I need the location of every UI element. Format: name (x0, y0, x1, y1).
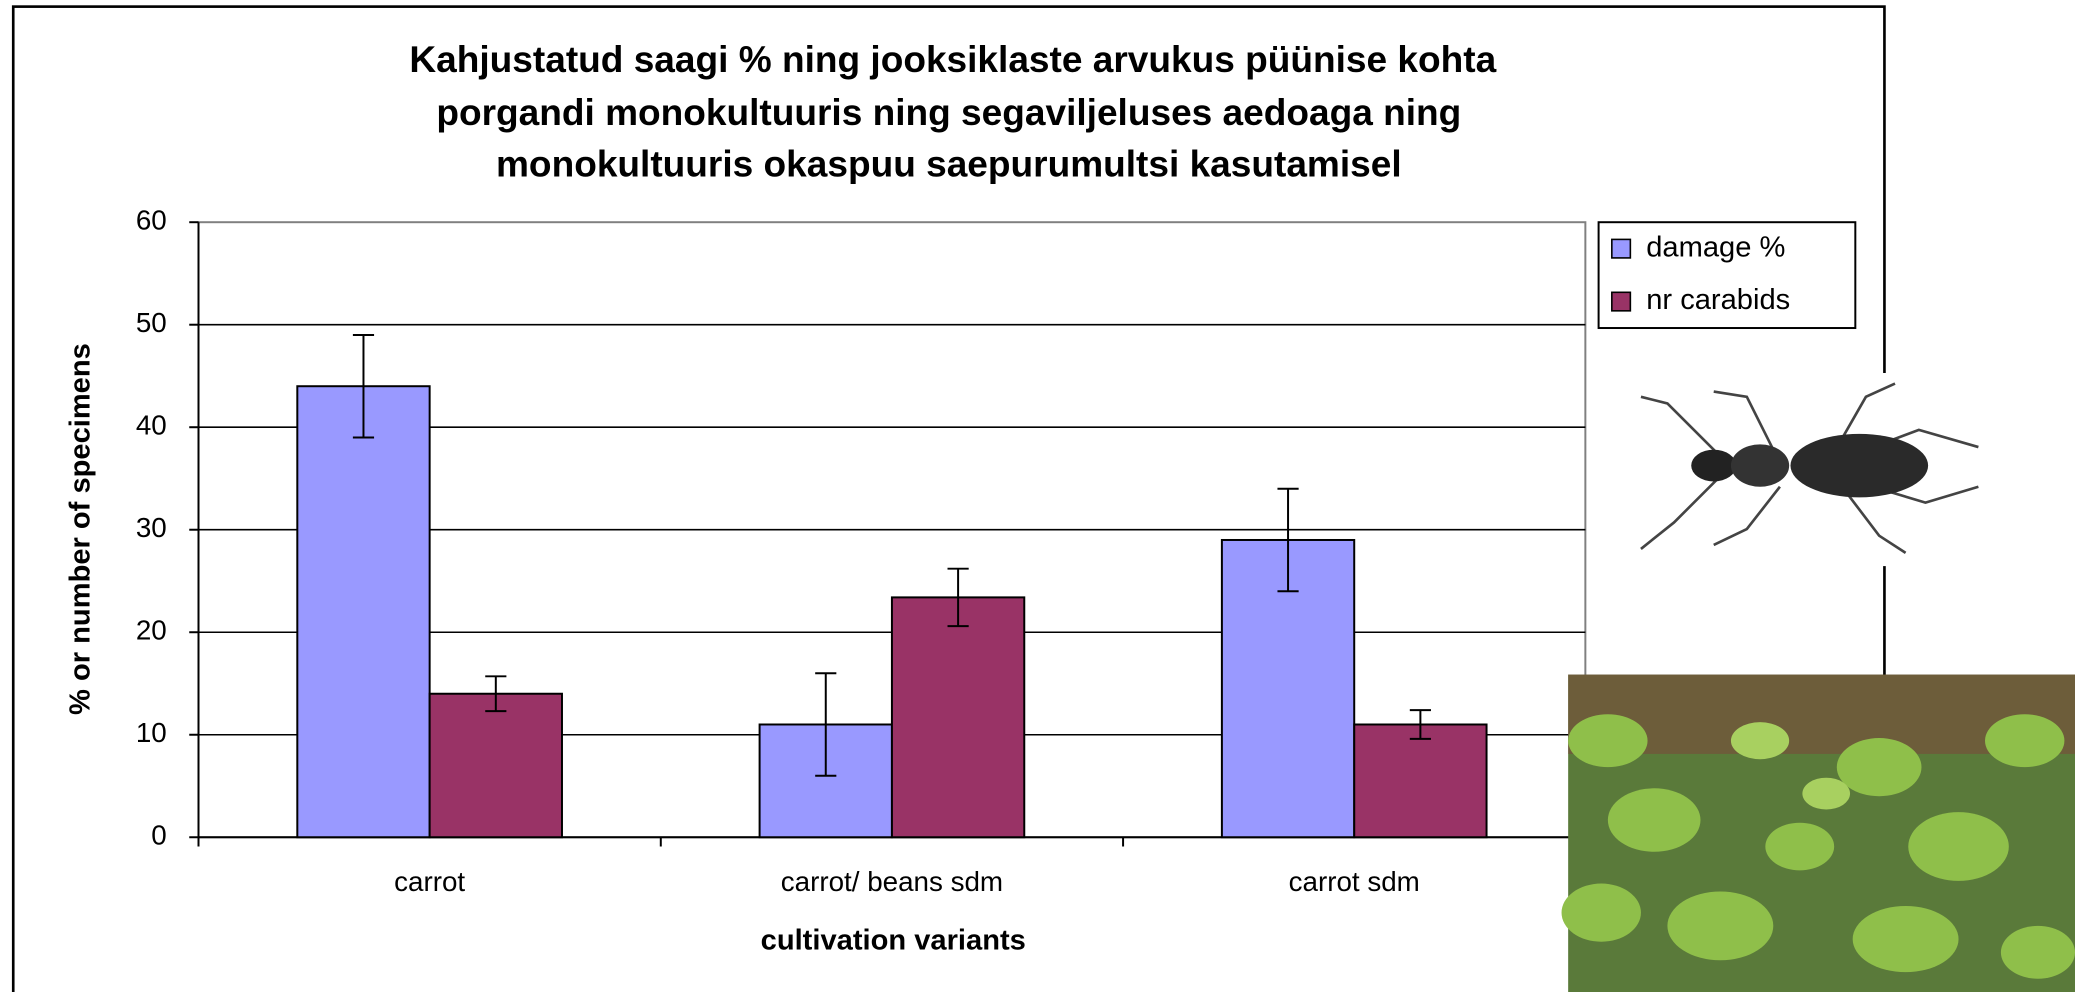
legend-swatch (1612, 292, 1631, 311)
bar (430, 694, 562, 838)
beetle-image (1604, 373, 1988, 566)
y-axis-label: % or number of specimens (65, 343, 97, 715)
y-tick-label: 30 (136, 512, 167, 543)
y-tick-label: 50 (136, 307, 167, 338)
y-tick-label: 20 (136, 615, 167, 646)
chart-title: monokultuuris okaspuu saepurumultsi kasu… (496, 142, 1402, 184)
legend-label: damage % (1646, 231, 1785, 263)
x-tick-label: carrot sdm (1289, 866, 1420, 897)
y-tick-label: 40 (136, 410, 167, 441)
x-axis-label: cultivation variants (761, 924, 1026, 956)
legend-label: nr carabids (1646, 284, 1790, 316)
y-tick-label: 10 (136, 717, 167, 748)
bar (1354, 724, 1486, 837)
chart: Kahjustatud saagi % ning jooksiklaste ar… (0, 0, 2075, 992)
x-tick-label: carrot (394, 866, 465, 897)
x-tick-label: carrot/ beans sdm (781, 866, 1003, 897)
bar (297, 386, 429, 837)
legend-swatch (1612, 239, 1631, 258)
y-tick-label: 60 (136, 205, 167, 236)
y-tick-label: 0 (151, 820, 166, 851)
beans-photo (1562, 675, 2075, 992)
chart-title: Kahjustatud saagi % ning jooksiklaste ar… (409, 38, 1496, 80)
bar (892, 597, 1024, 837)
chart-title: porgandi monokultuuris ning segaviljelus… (436, 91, 1461, 133)
